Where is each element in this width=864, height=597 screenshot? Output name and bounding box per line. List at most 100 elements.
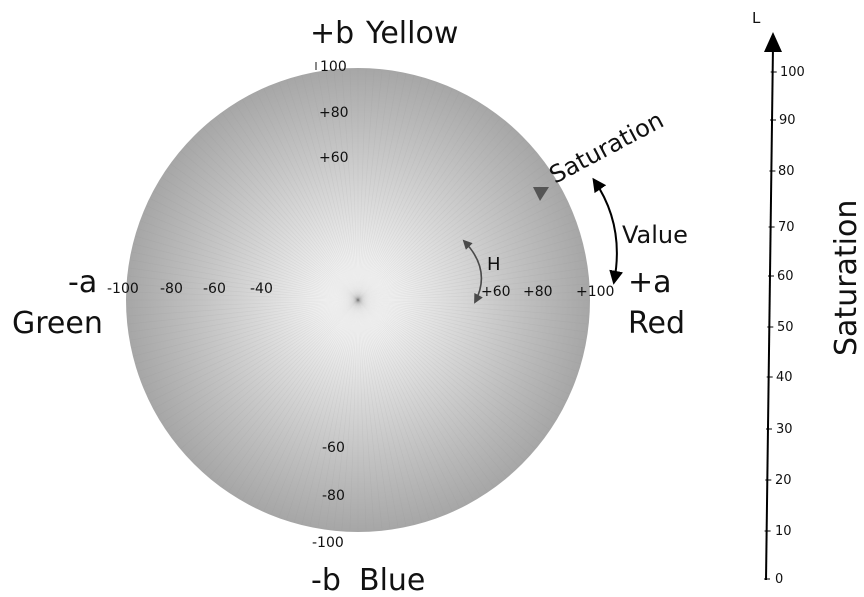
disc-spoke [325, 299, 359, 529]
disc-spoke [357, 299, 525, 461]
disc-spoke [357, 112, 495, 301]
l-tick-40: 40 [776, 370, 793, 385]
disc-spoke [357, 299, 513, 472]
disc-spoke [333, 70, 359, 301]
disc-spoke [157, 299, 359, 416]
disc-spoke [357, 80, 430, 301]
disc-spoke [357, 157, 541, 301]
l-tick-60: 60 [777, 269, 794, 284]
disc-spoke [130, 259, 359, 301]
disc-spoke [357, 299, 488, 492]
disc-spoke [175, 299, 359, 443]
disc-spoke [357, 299, 474, 501]
disc-spoke [278, 82, 359, 301]
b-tick-bottom-0: -60 [322, 440, 345, 456]
disc-spoke [317, 299, 359, 528]
disc-spoke [357, 299, 589, 309]
disc-spoke [133, 243, 359, 301]
disc-spoke [357, 70, 383, 301]
disc-spoke [357, 299, 585, 349]
l-tick-90: 90 [779, 113, 796, 128]
disc-spoke [357, 299, 559, 416]
disc-spoke [357, 299, 586, 341]
disc-spoke [357, 299, 422, 523]
l-axis-arrow-icon [764, 32, 782, 52]
disc-spoke [235, 103, 359, 301]
disc-spoke [135, 236, 359, 301]
disc-spoke [197, 299, 359, 467]
disc-spoke [256, 299, 359, 508]
disc-spoke [186, 299, 359, 455]
disc-spoke [357, 72, 399, 301]
disc-spoke [357, 299, 415, 525]
disc-spoke [357, 85, 445, 301]
disc-spoke [140, 220, 359, 301]
b-tick-bottom-1: -80 [322, 488, 345, 504]
disc-spoke [143, 213, 359, 301]
disc-spoke [357, 88, 453, 301]
disc-spoke [301, 75, 359, 301]
a-negative-name: Green [12, 306, 103, 341]
disc-spoke [170, 299, 359, 437]
disc-spoke [138, 299, 359, 372]
disc-spoke [271, 299, 359, 515]
l-tick-10: 10 [775, 524, 792, 539]
disc-spoke [130, 299, 359, 341]
disc-spoke [161, 177, 359, 301]
disc-spoke [357, 82, 438, 301]
disc-spoke [357, 299, 589, 317]
disc-spoke [166, 170, 359, 301]
disc-spoke [357, 103, 481, 301]
disc-spoke [357, 191, 563, 301]
disc-spoke [357, 128, 513, 301]
disc-spoke [357, 99, 474, 301]
disc-spoke [249, 299, 359, 505]
disc-spoke [357, 299, 546, 437]
saturation-arc-label: Saturation [545, 106, 669, 189]
disc-spoke [235, 299, 359, 497]
disc-spoke [357, 69, 367, 301]
a-positive-name: Red [628, 306, 685, 341]
disc-spoke [357, 133, 519, 301]
disc-spoke [153, 191, 359, 301]
disc-spoke [309, 73, 359, 301]
b-tick-top-2: +60 [319, 150, 349, 166]
disc-spoke [131, 299, 359, 349]
disc-spoke [146, 205, 359, 301]
disc-spoke [357, 92, 460, 301]
disc-spoke [278, 299, 359, 518]
disc-spoke [357, 170, 550, 301]
disc-spoke [133, 299, 359, 357]
disc-spoke [357, 299, 383, 530]
disc-spoke [146, 299, 359, 395]
disc-spoke [357, 299, 555, 423]
disc-spoke [357, 299, 367, 531]
disc-spoke [150, 299, 359, 402]
disc-spoke [357, 299, 391, 529]
disc-spoke [357, 299, 495, 488]
disc-spoke [161, 299, 359, 423]
disc-spoke [357, 299, 536, 449]
disc-spoke [175, 157, 359, 301]
disc-spoke [221, 112, 359, 301]
disc-spoke [191, 299, 359, 461]
l-tick-0: 0 [775, 572, 783, 587]
disc-spoke [357, 299, 541, 443]
disc-spoke [263, 88, 359, 301]
disc-spoke [357, 151, 536, 301]
disc-spoke [357, 299, 407, 527]
l-axis-label: L [752, 9, 761, 27]
l-tick-50: 50 [777, 320, 794, 335]
b-tick-top-1: +80 [319, 105, 349, 121]
b-positive-name: Yellow [365, 16, 458, 51]
disc-spoke [357, 108, 488, 301]
disc-spoke [357, 299, 576, 380]
a-tick-right-1: +80 [523, 284, 553, 300]
disc-spoke [294, 77, 359, 301]
b-tick-top-0: 100 [320, 59, 347, 75]
disc-spoke [357, 299, 453, 512]
disc-spoke [309, 299, 359, 527]
a-tick-right-0: +60 [481, 284, 511, 300]
disc-spoke [129, 267, 359, 301]
